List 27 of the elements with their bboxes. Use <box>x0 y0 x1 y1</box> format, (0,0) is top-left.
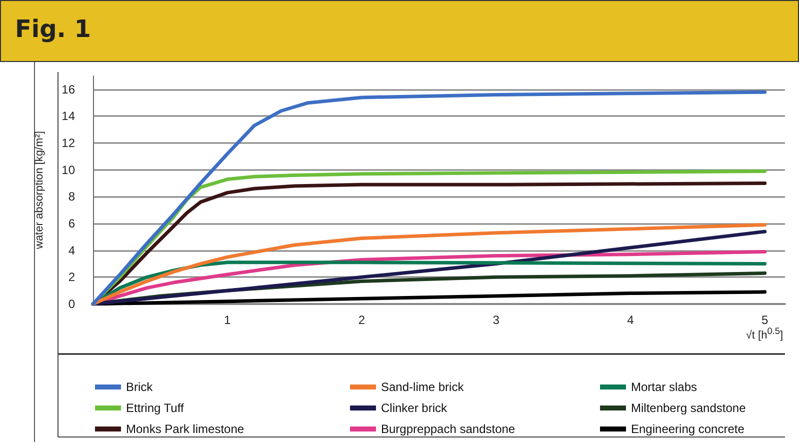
y-tick-label: 4 <box>68 243 76 258</box>
legend-label: Sand-lime brick <box>381 380 465 394</box>
line-series <box>91 90 767 306</box>
chart-title: Fig. 1 <box>15 15 91 43</box>
y-tick-label: 2 <box>68 270 76 284</box>
legend-label: Ettring Tuff <box>126 401 184 415</box>
legend-label: Burgpreppach sandstone <box>381 422 516 436</box>
x-tick-label: 4 <box>627 313 634 327</box>
x-tick-label: 3 <box>492 313 500 327</box>
y-axis-title: water absorption [kg/m²] <box>34 131 46 250</box>
y-tick-label: 12 <box>62 136 76 150</box>
y-tick-label: 16 <box>62 82 76 96</box>
x-tick-label: 2 <box>358 313 366 327</box>
y-tick-label: 8 <box>68 190 76 204</box>
legend-label: Clinker brick <box>381 401 448 415</box>
y-tick-label: 14 <box>62 109 76 124</box>
legend-label: Miltenberg sandstone <box>631 401 746 415</box>
y-tick-label: 10 <box>62 162 76 177</box>
x-tick-label: 1 <box>224 313 232 327</box>
legend-label: Brick <box>126 380 154 394</box>
y-tick-label: 6 <box>68 216 76 231</box>
legend-label: Engineering concrete <box>631 422 745 436</box>
y-tick-label: 0 <box>68 297 76 311</box>
x-axis-title: √t [h$^{0.5}$] <box>746 326 783 342</box>
legend-label: Monks Park limestone <box>126 422 244 436</box>
legend-label: Mortar slabs <box>631 380 698 394</box>
x-tick-label: 5 <box>762 313 768 327</box>
